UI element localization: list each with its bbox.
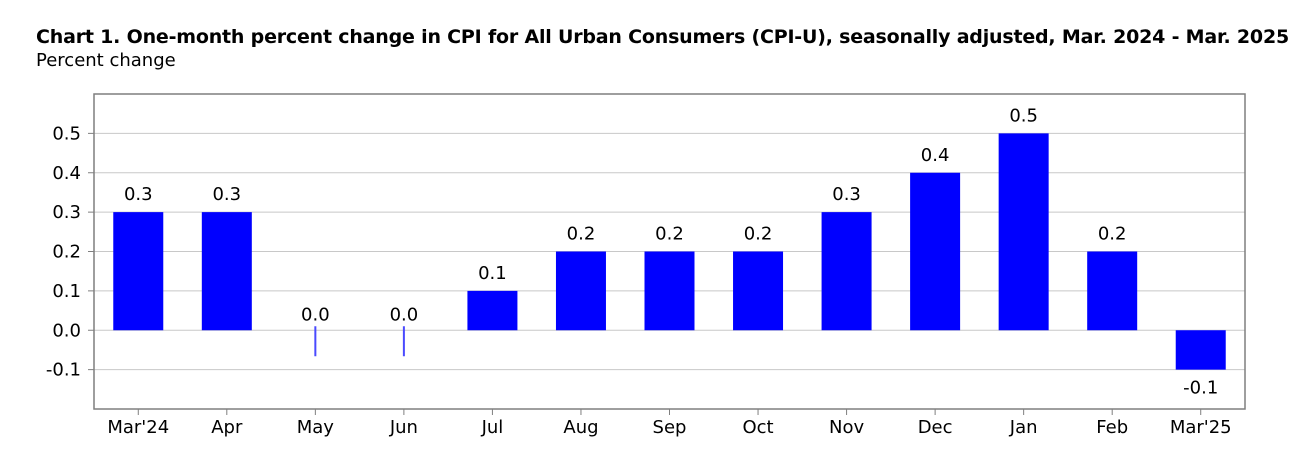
x-tick-label: Mar'25 <box>1170 417 1232 438</box>
x-axis-ticks: Mar'24 Apr May Jun Jul Aug Sep Oct Nov Dec Jan Feb M… <box>107 409 1232 438</box>
data-label: 0.2 <box>1098 224 1127 245</box>
y-tick-label: 0.3 <box>52 202 81 223</box>
data-label: 0.2 <box>655 224 684 245</box>
bar <box>1175 330 1226 370</box>
bar <box>910 172 961 331</box>
x-tick-label: May <box>297 417 335 438</box>
data-label: 0.3 <box>124 184 153 205</box>
bar <box>644 251 695 331</box>
data-label: 0.4 <box>921 145 950 166</box>
data-label: 0.1 <box>478 263 507 284</box>
x-tick-label: Nov <box>829 417 864 438</box>
data-label: -0.1 <box>1183 378 1218 399</box>
bar <box>555 251 606 331</box>
x-tick-label: Oct <box>742 417 773 438</box>
x-tick-label: Jun <box>389 417 418 438</box>
bars <box>113 133 1226 370</box>
bar <box>733 251 784 331</box>
bar <box>201 212 252 331</box>
x-tick-label: Apr <box>211 417 243 438</box>
y-axis-ticks: 0.5 0.4 0.3 0.2 0.1 0.0 -0.1 <box>46 123 94 381</box>
bar <box>998 133 1049 331</box>
data-label: 0.3 <box>212 184 241 205</box>
bar <box>467 290 518 331</box>
x-tick-label: Feb <box>1096 417 1128 438</box>
x-tick-label: Mar'24 <box>107 417 169 438</box>
y-tick-label: 0.5 <box>52 123 81 144</box>
x-tick-label: Aug <box>563 417 598 438</box>
x-tick-label: Jul <box>481 417 504 438</box>
data-labels: 0.3 0.3 0.0 0.0 0.1 0.2 0.2 0.2 0.3 0.4 0.5 0.2 -0.1 <box>124 105 1218 398</box>
x-tick-label: Jan <box>1009 417 1038 438</box>
x-tick-label: Sep <box>653 417 687 438</box>
bar <box>821 212 872 331</box>
data-label: 0.3 <box>832 184 861 205</box>
y-tick-label: -0.1 <box>46 360 81 381</box>
y-tick-label: 0.0 <box>52 320 81 341</box>
bar <box>1087 251 1138 331</box>
data-label: 0.5 <box>1009 105 1038 126</box>
bar <box>113 212 164 331</box>
y-tick-label: 0.2 <box>52 242 81 263</box>
x-tick-label: Dec <box>918 417 953 438</box>
data-label: 0.0 <box>301 304 330 325</box>
chart-title: Chart 1. One-month percent change in CPI… <box>36 26 1289 48</box>
data-label: 0.2 <box>744 224 773 245</box>
y-tick-label: 0.1 <box>52 281 81 302</box>
data-label: 0.2 <box>567 224 596 245</box>
chart-subtitle: Percent change <box>36 50 176 71</box>
y-tick-label: 0.4 <box>52 163 81 184</box>
data-label: 0.0 <box>390 304 419 325</box>
